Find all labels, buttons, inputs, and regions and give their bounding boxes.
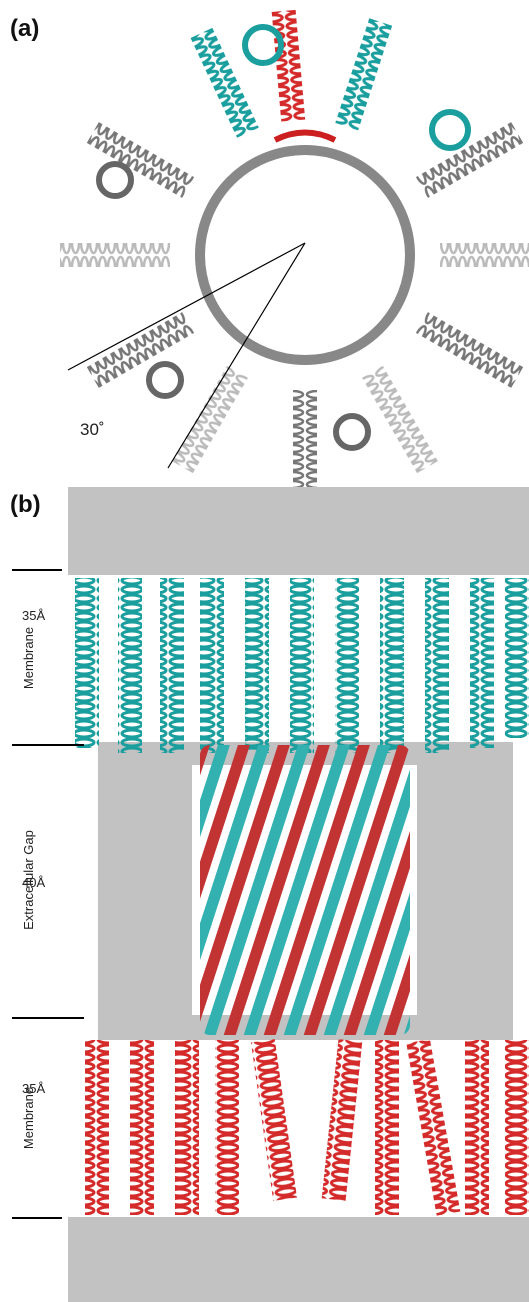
angle-label: 30˚ xyxy=(80,420,105,439)
region-band xyxy=(68,487,529,575)
region-thickness: 35Å xyxy=(22,1081,45,1096)
ring-structure xyxy=(60,9,529,500)
region-name: Extracellular Gap xyxy=(21,830,36,930)
panel-label: (a) xyxy=(10,15,39,42)
red-helices xyxy=(85,1039,529,1216)
region-band xyxy=(68,1217,529,1302)
region-thickness: 35Å xyxy=(22,608,45,623)
beta-barrel xyxy=(200,745,410,1035)
region-thickness: 40Å xyxy=(22,875,45,890)
cyan-helices xyxy=(75,578,529,753)
region-name: Membrane xyxy=(21,627,36,689)
region-boundaries xyxy=(12,569,84,1219)
panel-label: (b) xyxy=(10,491,41,518)
angle-line xyxy=(167,242,306,469)
angle-line xyxy=(67,242,306,371)
region-name: Membrane xyxy=(21,1087,36,1149)
